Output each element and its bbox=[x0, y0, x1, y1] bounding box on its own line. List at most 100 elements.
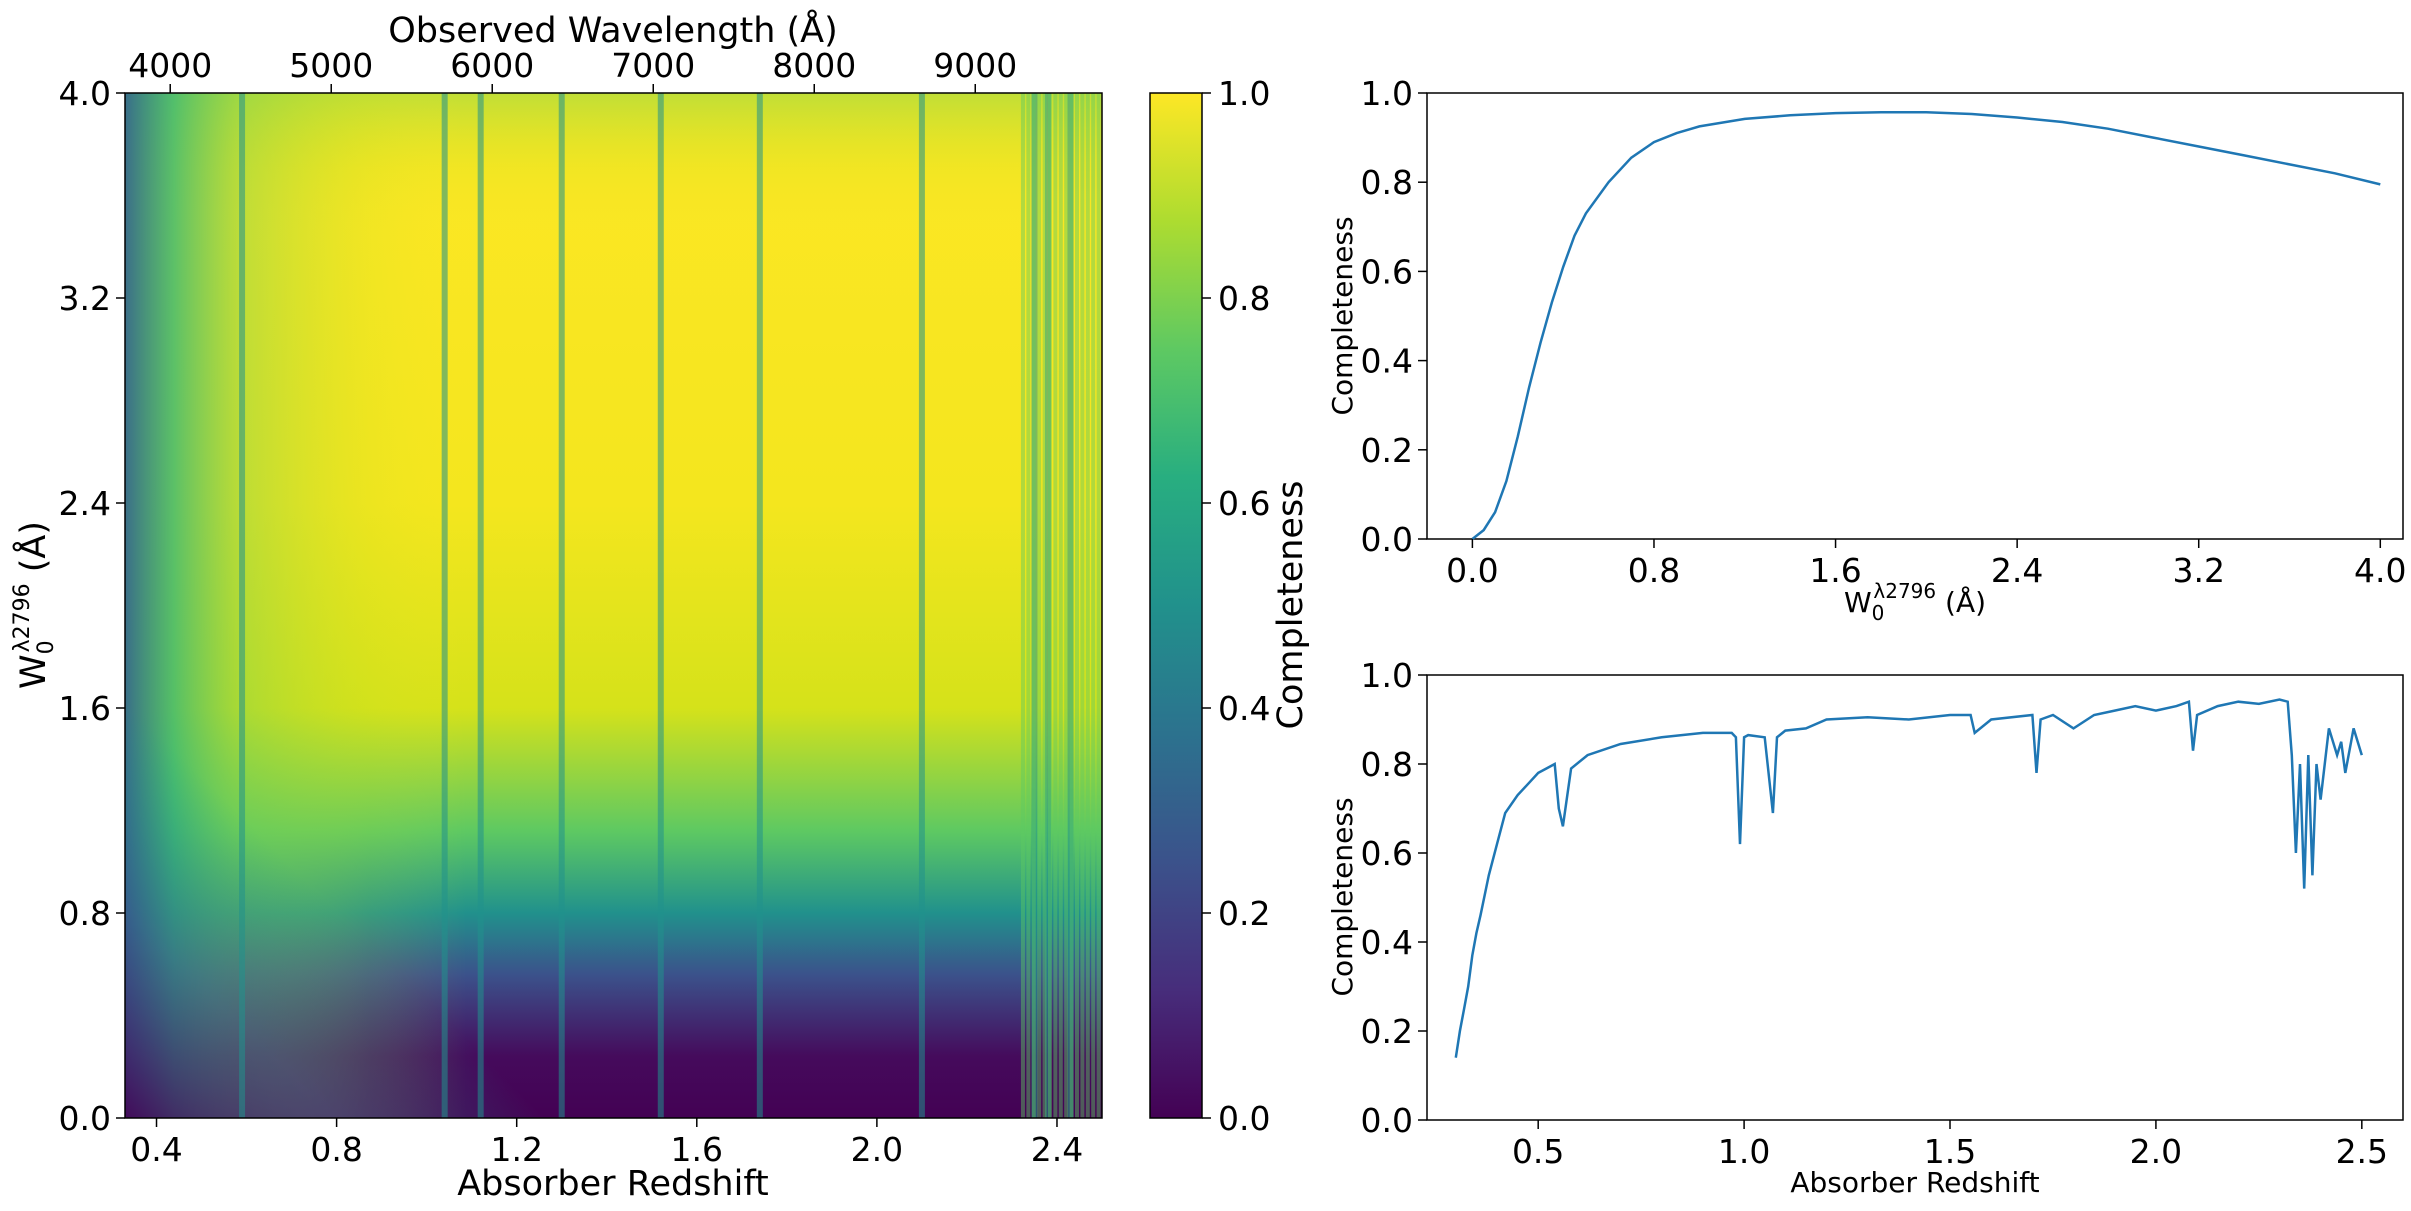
heatmap-top-tick-label: 9000 bbox=[933, 46, 1017, 85]
heatmap-y-tick-label: 0.0 bbox=[59, 1099, 111, 1138]
top-panel-x-tick-label: 1.6 bbox=[1809, 551, 1861, 590]
heatmap-y-tick-label: 1.6 bbox=[59, 689, 111, 728]
top-panel-x-tick-label: 4.0 bbox=[2354, 551, 2406, 590]
colorbar-ticks: 0.0 0.2 0.4 0.6 0.8 1.0 bbox=[1202, 74, 1270, 1138]
absorption-stripe bbox=[657, 93, 664, 1118]
completeness-w-line bbox=[1471, 110, 2381, 540]
top-panel-y-tick-label: 0.2 bbox=[1361, 431, 1413, 470]
heatmap-x-tick-label: 2.0 bbox=[851, 1130, 903, 1169]
high-z-stripe bbox=[1037, 93, 1042, 1118]
bottom-panel-xlabel: Absorber Redshift bbox=[1790, 1166, 2039, 1199]
top-panel-y-tick-label: 0.6 bbox=[1361, 252, 1413, 291]
absorption-stripe bbox=[477, 93, 484, 1118]
heatmap-top-tick-label: 8000 bbox=[772, 46, 856, 85]
heatmap-top-tick-label: 6000 bbox=[450, 46, 534, 85]
top-panel-x-tick-label: 2.4 bbox=[1991, 551, 2043, 590]
top-panel-y-ticks: 0.0 0.2 0.4 0.6 0.8 1.0 bbox=[1361, 74, 1427, 559]
high-z-stripe bbox=[1042, 93, 1047, 1118]
absorption-stripe bbox=[441, 93, 448, 1118]
heatmap-top-tick-label: 7000 bbox=[611, 46, 695, 85]
heatmap-ylabel: W0λ2796 (Å) bbox=[10, 521, 59, 689]
high-z-stripe bbox=[1020, 93, 1025, 1118]
high-z-stripe bbox=[1074, 93, 1079, 1118]
absorption-stripe bbox=[558, 93, 565, 1118]
top-panel-ylabel: Completeness bbox=[1326, 216, 1359, 415]
high-z-stripe bbox=[1096, 93, 1101, 1118]
top-panel-x-tick-label: 3.2 bbox=[2172, 551, 2224, 590]
bottom-panel-x-tick-label: 2.0 bbox=[2130, 1132, 2182, 1171]
high-z-stripe bbox=[1069, 93, 1074, 1118]
high-z-stripe bbox=[1058, 93, 1063, 1118]
bottom-panel-y-ticks: 0.0 0.2 0.4 0.6 0.8 1.0 bbox=[1361, 656, 1427, 1140]
heatmap-x-tick-label: 1.6 bbox=[671, 1130, 723, 1169]
bottom-panel-y-tick-label: 0.4 bbox=[1361, 923, 1413, 962]
completeness-z-line bbox=[1454, 698, 2363, 1058]
absorption-stripe bbox=[1044, 93, 1051, 1118]
bottom-panel-x-tick-label: 0.5 bbox=[1512, 1132, 1564, 1171]
heatmap-frame bbox=[124, 92, 1103, 1119]
heatmap-x-ticks: 0.4 0.8 1.2 1.6 2.0 2.4 bbox=[130, 1118, 1083, 1169]
heatmap-y-tick-label: 4.0 bbox=[59, 74, 111, 113]
heatmap-top-ticks: 4000 5000 6000 7000 8000 9000 bbox=[128, 46, 1017, 93]
top-panel-y-tick-label: 0.0 bbox=[1361, 520, 1413, 559]
high-z-stripe bbox=[1031, 93, 1036, 1118]
heatmap-x-tick-label: 0.4 bbox=[130, 1130, 182, 1169]
absorption-stripe bbox=[1067, 93, 1074, 1118]
top-panel-y-tick-label: 0.8 bbox=[1361, 163, 1413, 202]
heatmap-top-tick-label: 4000 bbox=[128, 46, 212, 85]
absorption-stripe bbox=[239, 93, 246, 1118]
colorbar-tick-label: 0.2 bbox=[1218, 894, 1270, 933]
bottom-panel-x-ticks: 0.5 1.0 1.5 2.0 2.5 bbox=[1512, 1120, 2388, 1171]
colorbar-tick-label: 1.0 bbox=[1218, 74, 1270, 113]
absorption-stripe bbox=[1031, 93, 1038, 1118]
heatmap-y-tick-label: 2.4 bbox=[59, 484, 111, 523]
heatmap-x-tick-label: 2.4 bbox=[1031, 1130, 1083, 1169]
high-z-stripe bbox=[1091, 93, 1096, 1118]
completeness-vs-w-panel: 0.0 0.8 1.6 2.4 3.2 4.0 0.0 0.2 0.4 0.6 0.8 1.0 W0… bbox=[1326, 74, 2407, 625]
colorbar-tick-label: 0.0 bbox=[1218, 1099, 1270, 1138]
colorbar: 0.0 0.2 0.4 0.6 0.8 1.0 Completeness bbox=[1149, 74, 1311, 1138]
top-panel-y-tick-label: 0.4 bbox=[1361, 342, 1413, 381]
high-z-stripe bbox=[1047, 93, 1052, 1118]
bottom-panel-y-tick-label: 0.0 bbox=[1361, 1101, 1413, 1140]
colorbar-label: Completeness bbox=[1271, 481, 1311, 730]
heatmap-corner-shade bbox=[125, 700, 545, 1118]
high-z-stripe bbox=[1085, 93, 1090, 1118]
top-panel-x-tick-label: 0.8 bbox=[1628, 551, 1680, 590]
bottom-panel-x-tick-label: 2.5 bbox=[2336, 1132, 2388, 1171]
heatmap-top-xlabel: Observed Wavelength (Å) bbox=[388, 8, 838, 51]
bottom-panel-y-tick-label: 1.0 bbox=[1361, 656, 1413, 695]
heatmap-x-tick-label: 0.8 bbox=[310, 1130, 362, 1169]
colorbar-tick-label: 0.6 bbox=[1218, 484, 1270, 523]
colorbar-gradient bbox=[1149, 92, 1203, 1119]
completeness-vs-redshift-panel: 0.5 1.0 1.5 2.0 2.5 0.0 0.2 0.4 0.6 0.8 1.0 Absor… bbox=[1326, 656, 2404, 1199]
colorbar-tick-label: 0.4 bbox=[1218, 689, 1270, 728]
top-panel-x-tick-label: 0.0 bbox=[1446, 551, 1498, 590]
panel-top-frame bbox=[1426, 92, 2404, 540]
absorption-stripes bbox=[239, 93, 1074, 1118]
bottom-panel-y-tick-label: 0.6 bbox=[1361, 834, 1413, 873]
heatmap-y-ticks: 0.0 0.8 1.6 2.4 3.2 4.0 bbox=[59, 74, 125, 1138]
bottom-panel-x-tick-label: 1.0 bbox=[1718, 1132, 1770, 1171]
heatmap-top-tick-label: 5000 bbox=[289, 46, 373, 85]
bottom-panel-ylabel: Completeness bbox=[1326, 797, 1359, 996]
high-z-stripe bbox=[1026, 93, 1031, 1118]
heatmap-x-tick-label: 1.2 bbox=[490, 1130, 542, 1169]
top-panel-x-ticks: 0.0 0.8 1.6 2.4 3.2 4.0 bbox=[1446, 539, 2407, 590]
top-panel-xlabel: W0λ2796 (Å) bbox=[1844, 579, 1986, 625]
absorption-stripe bbox=[756, 93, 763, 1118]
colorbar-tick-label: 0.8 bbox=[1218, 279, 1270, 318]
bottom-panel-y-tick-label: 0.8 bbox=[1361, 745, 1413, 784]
high-z-stripe bbox=[1053, 93, 1058, 1118]
bottom-panel-y-tick-label: 0.2 bbox=[1361, 1012, 1413, 1051]
heatmap-xlabel: Absorber Redshift bbox=[457, 1164, 769, 1204]
top-panel-y-tick-label: 1.0 bbox=[1361, 74, 1413, 113]
heatmap-panel: 0.4 0.8 1.2 1.6 2.0 2.4 0.0 0.8 1.6 2.4 3.2 4.0 40… bbox=[10, 8, 1103, 1204]
heatmap-y-tick-label: 0.8 bbox=[59, 894, 111, 933]
heatmap-y-tick-label: 3.2 bbox=[59, 279, 111, 318]
high-z-stripe bbox=[1064, 93, 1069, 1118]
absorption-stripe bbox=[918, 93, 925, 1118]
bottom-panel-x-tick-label: 1.5 bbox=[1924, 1132, 1976, 1171]
panel-bottom-frame bbox=[1426, 674, 2404, 1121]
